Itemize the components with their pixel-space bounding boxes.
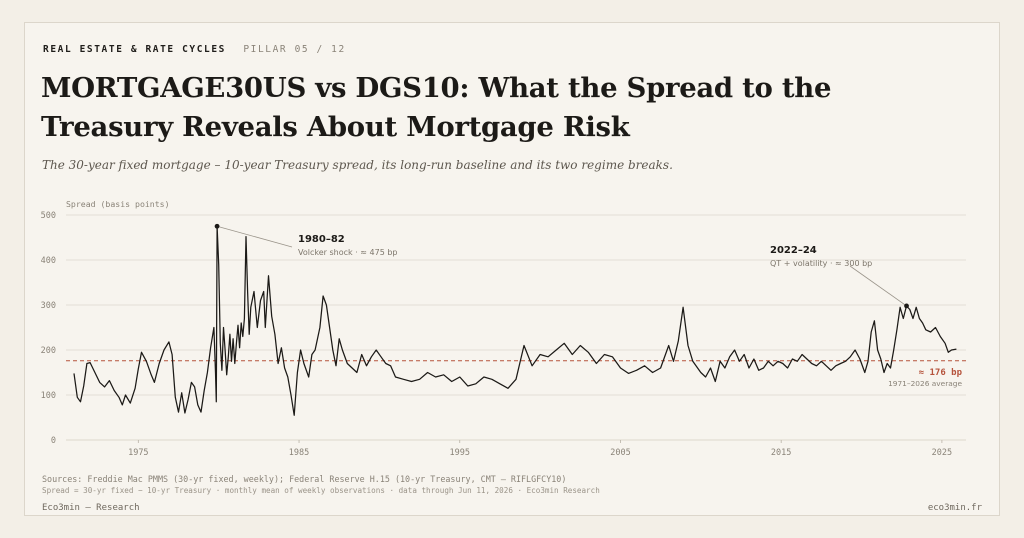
annotation-leader-2 xyxy=(849,265,907,307)
annotation-title-2: 2022–24 xyxy=(770,245,817,256)
y-tick-label-500: 500 xyxy=(41,211,56,221)
x-tick-label-2015: 2015 xyxy=(771,448,791,458)
x-tick-label-1995: 1995 xyxy=(450,448,470,458)
kicker-label: REAL ESTATE & RATE CYCLES xyxy=(43,44,226,55)
x-tick-label-2005: 2005 xyxy=(610,448,630,458)
y-tick-label-200: 200 xyxy=(41,346,56,356)
page-subtitle: The 30-year fixed mortgage – 10-year Tre… xyxy=(42,158,673,172)
y-tick-label-300: 300 xyxy=(41,301,56,311)
y-axis-label: Spread (basis points) xyxy=(66,199,170,209)
y-axis: Spread (basis points) 0 100 200 300 400 500 xyxy=(41,199,170,446)
page-title: MORTGAGE30US vs DGS10: What the Spread t… xyxy=(41,72,832,143)
annotations: 1980–82 Volcker shock · ≈ 475 bp 2022–24 QT… xyxy=(214,223,909,309)
spread-series-line xyxy=(73,225,957,416)
sources-note: Sources: Freddie Mac PMMS (30-yr fixed, … xyxy=(42,474,567,484)
annotation-text-2: QT + volatility · ≈ 300 bp xyxy=(770,259,872,268)
x-axis: 1975 1985 1995 2005 2015 2025 xyxy=(128,440,952,458)
brand-url: eco3min.fr xyxy=(927,503,982,513)
grid-lines xyxy=(66,214,966,441)
annotation-title-1: 1980–82 xyxy=(298,234,345,245)
annotation-point-2 xyxy=(904,303,909,309)
brand-name: Eco3min — Research xyxy=(42,503,140,513)
pillar-label: PILLAR 05 / 12 xyxy=(243,44,346,55)
eyebrow: REAL ESTATE & RATE CYCLES PILLAR 05 / 12 xyxy=(43,44,346,55)
y-tick-label-100: 100 xyxy=(41,391,56,401)
average-value-label: ≈ 176 bp xyxy=(919,368,963,378)
method-note: Spread = 30-yr fixed − 10-yr Treasury · … xyxy=(42,486,600,495)
x-tick-label-1985: 1985 xyxy=(289,448,309,458)
annotation-leader-1 xyxy=(216,225,293,248)
x-tick-label-2025: 2025 xyxy=(932,448,952,458)
average-sublabel: 1971–2026 average xyxy=(888,379,962,388)
y-tick-label-0: 0 xyxy=(51,436,56,446)
series-group xyxy=(73,225,957,416)
y-tick-label-400: 400 xyxy=(41,256,56,266)
x-tick-label-1975: 1975 xyxy=(128,448,148,458)
annotation-text-1: Volcker shock · ≈ 475 bp xyxy=(298,248,397,257)
annotation-point-1 xyxy=(214,223,220,229)
chart-card: REAL ESTATE & RATE CYCLES PILLAR 05 / 12… xyxy=(24,22,1000,516)
